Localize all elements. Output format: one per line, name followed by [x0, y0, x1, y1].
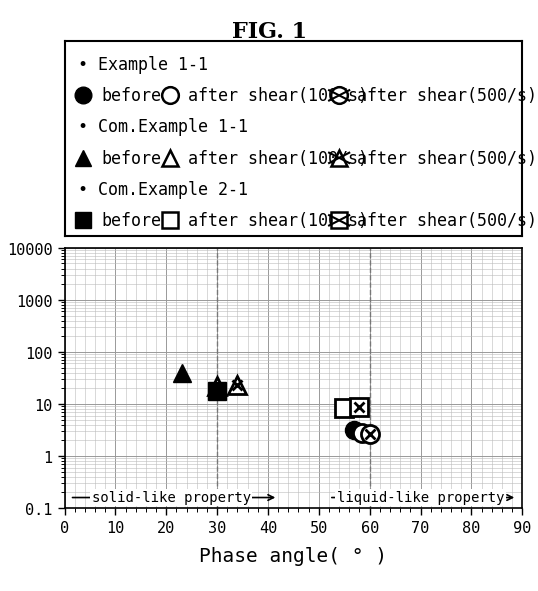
Text: before: before: [101, 212, 161, 230]
Text: after shear(100/s): after shear(100/s): [188, 87, 368, 105]
Text: after shear(100/s): after shear(100/s): [188, 150, 368, 167]
Text: after shear(500/s): after shear(500/s): [357, 212, 537, 230]
Text: after shear(100/s): after shear(100/s): [188, 212, 368, 230]
Text: before: before: [101, 87, 161, 105]
Text: • Example 1-1: • Example 1-1: [79, 56, 208, 74]
Text: after shear(500/s): after shear(500/s): [357, 87, 537, 105]
Text: solid-like property: solid-like property: [92, 491, 251, 505]
Text: • Com.Example 1-1: • Com.Example 1-1: [79, 118, 248, 136]
Text: FIG. 1: FIG. 1: [231, 21, 307, 43]
Text: • Com.Example 2-1: • Com.Example 2-1: [79, 181, 248, 199]
Text: liquid-like property: liquid-like property: [337, 491, 504, 505]
X-axis label: Phase angle( ° ): Phase angle( ° ): [199, 546, 387, 565]
Text: after shear(500/s): after shear(500/s): [357, 150, 537, 167]
Text: before: before: [101, 150, 161, 167]
